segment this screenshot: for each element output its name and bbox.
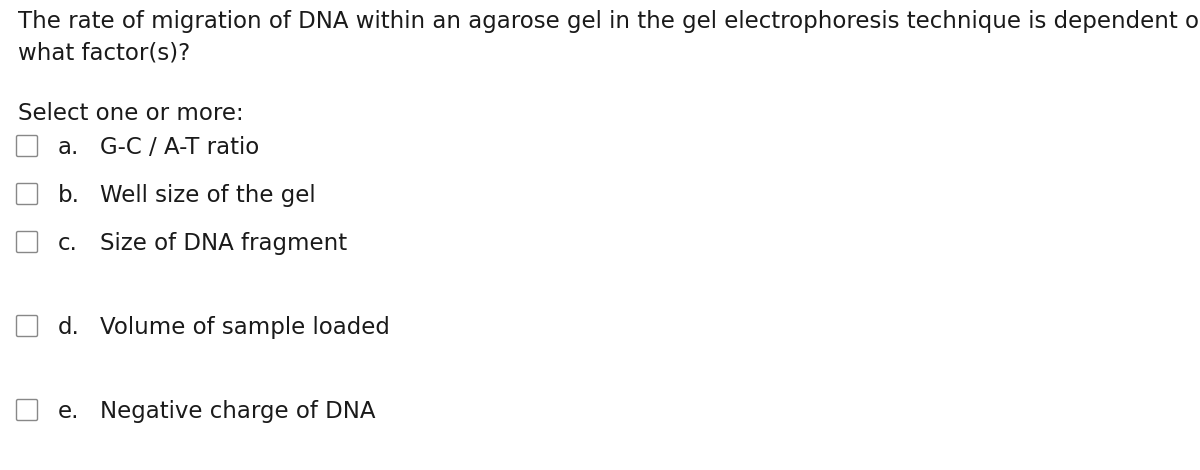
FancyBboxPatch shape	[17, 135, 37, 157]
Text: The rate of migration of DNA within an agarose gel in the gel electrophoresis te: The rate of migration of DNA within an a…	[18, 10, 1200, 64]
Text: Select one or more:: Select one or more:	[18, 102, 244, 125]
Text: G-C / A-T ratio: G-C / A-T ratio	[100, 136, 259, 159]
Text: d.: d.	[58, 316, 80, 339]
Text: Size of DNA fragment: Size of DNA fragment	[100, 232, 347, 255]
Text: c.: c.	[58, 232, 78, 255]
Text: a.: a.	[58, 136, 79, 159]
FancyBboxPatch shape	[17, 400, 37, 421]
Text: e.: e.	[58, 400, 79, 423]
Text: Negative charge of DNA: Negative charge of DNA	[100, 400, 376, 423]
FancyBboxPatch shape	[17, 183, 37, 204]
FancyBboxPatch shape	[17, 232, 37, 252]
Text: Well size of the gel: Well size of the gel	[100, 184, 316, 207]
FancyBboxPatch shape	[17, 315, 37, 337]
Text: b.: b.	[58, 184, 80, 207]
Text: Volume of sample loaded: Volume of sample loaded	[100, 316, 390, 339]
